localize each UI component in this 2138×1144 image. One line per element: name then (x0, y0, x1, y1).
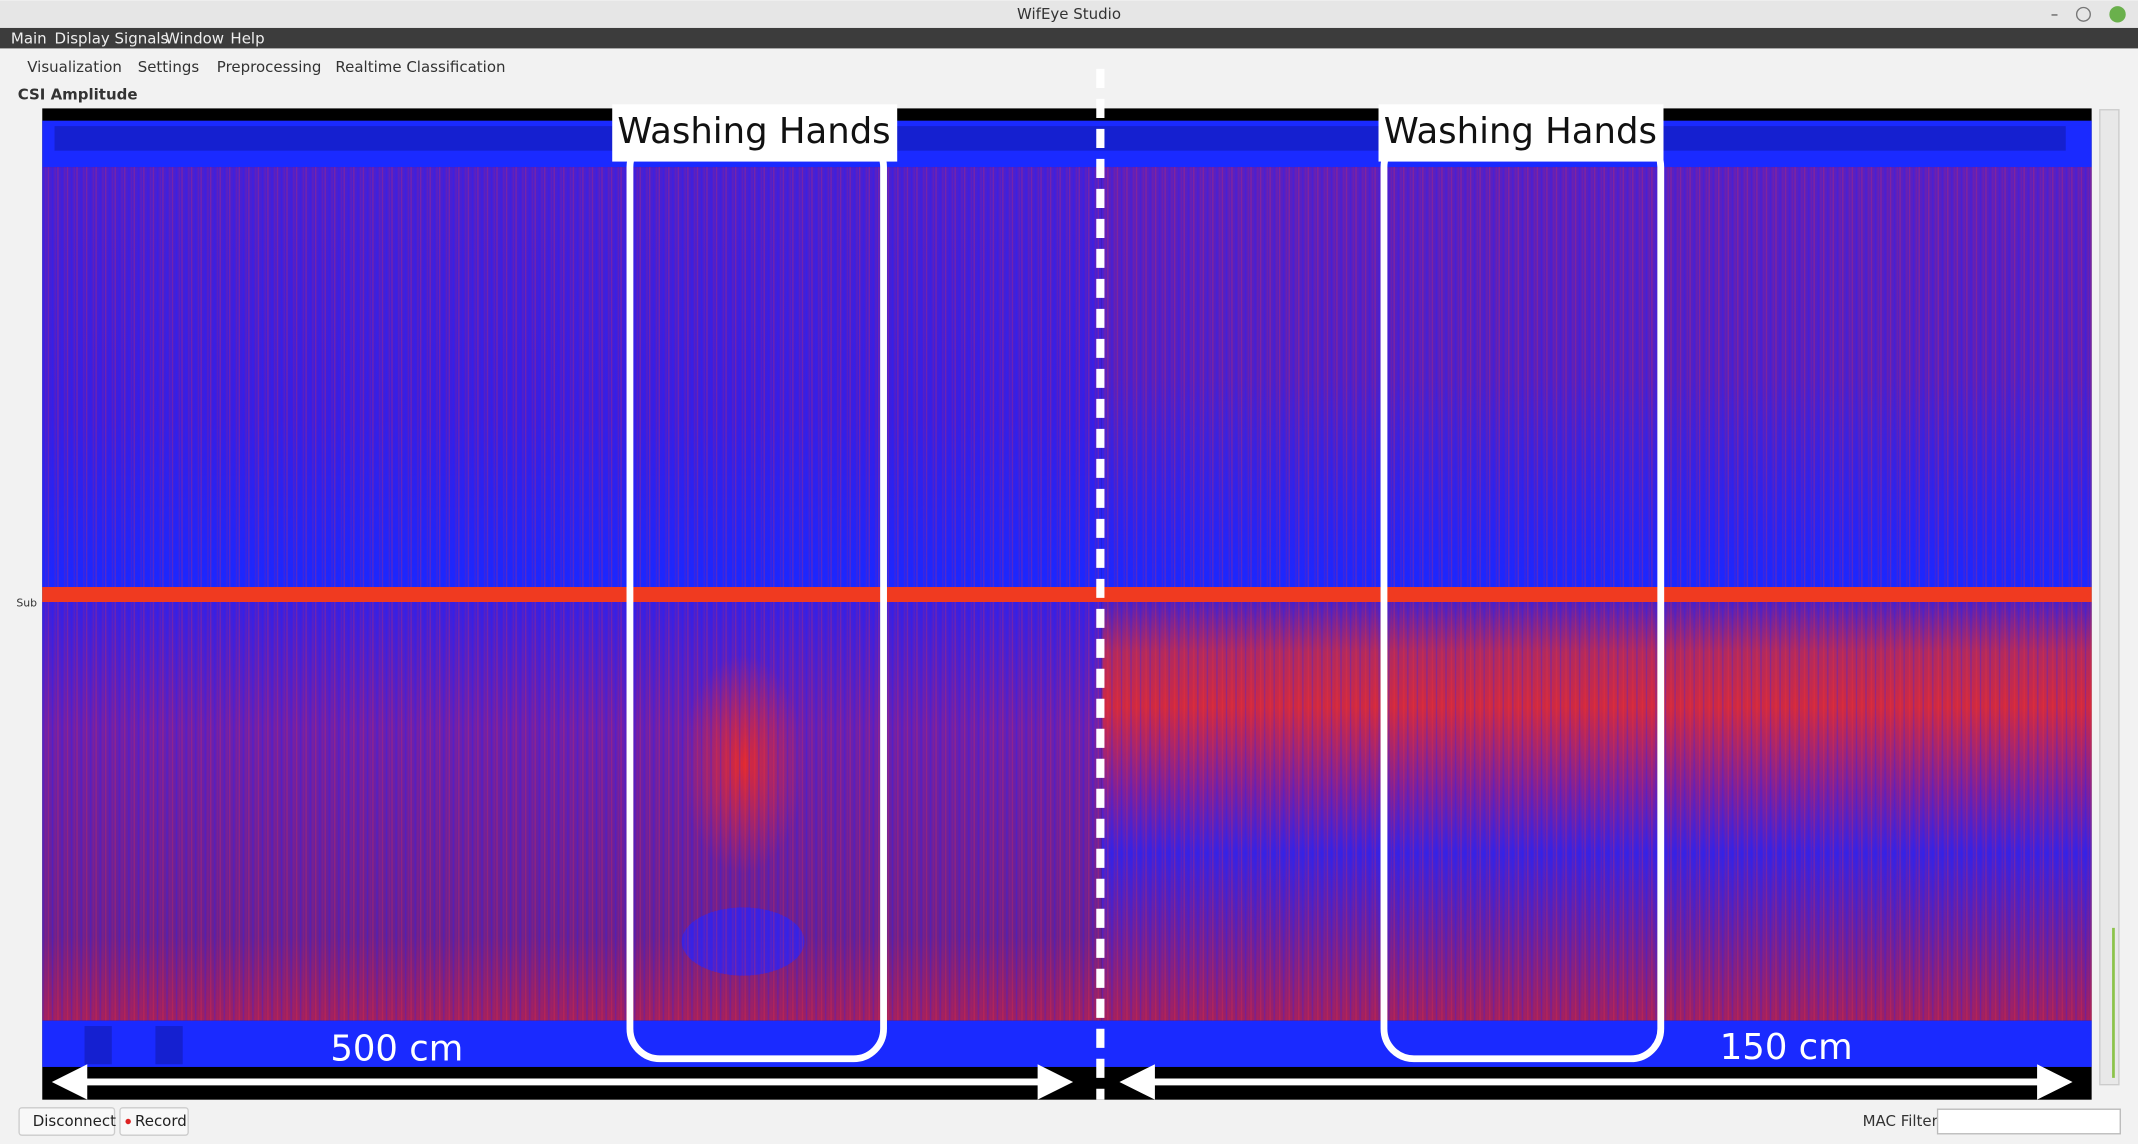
tab[interactable]: Settings (138, 58, 200, 76)
y-axis-label: Sub (16, 596, 37, 609)
tab[interactable]: Realtime Classification (335, 58, 505, 76)
scrollbar-indicator (2112, 927, 2115, 1078)
heatmap (42, 108, 2092, 1100)
close-button[interactable] (2109, 6, 2126, 23)
minimize-button[interactable]: – (2051, 5, 2059, 23)
band (84, 1026, 112, 1065)
window-title: WifEye Studio (1017, 5, 1121, 23)
label-box (1378, 104, 1664, 162)
menu-item[interactable]: Display Signals (55, 29, 169, 47)
mac-filter-input[interactable] (1936, 1108, 2121, 1135)
distance-arrow (1119, 1064, 2073, 1100)
activity-label: Washing Hands (617, 111, 890, 152)
maximize-button[interactable] (2075, 6, 2091, 22)
menu-item[interactable]: Help (230, 29, 264, 47)
button[interactable] (119, 1107, 189, 1136)
menu-bar (0, 27, 2138, 49)
tab[interactable]: Preprocessing (217, 58, 322, 76)
band (54, 126, 2066, 151)
activity-label: Washing Hands (1384, 111, 1657, 152)
menu-item[interactable]: Window (165, 29, 224, 47)
distance-label: 500 cm (330, 1029, 463, 1070)
label-box (612, 104, 898, 162)
button[interactable] (18, 1107, 116, 1136)
button-label[interactable]: Record (135, 1112, 187, 1130)
record-icon (125, 1118, 131, 1125)
band (42, 586, 2092, 602)
scrollbar[interactable] (2099, 109, 2120, 1086)
band (155, 1026, 183, 1065)
menu-item[interactable]: Main (11, 29, 47, 47)
tab[interactable]: Visualization (27, 58, 122, 76)
band (42, 1020, 2092, 1067)
panel-title: CSI Amplitude (18, 85, 138, 103)
distance-label: 150 cm (1720, 1027, 1853, 1068)
mac-filter-label: MAC Filter (1863, 1112, 1939, 1130)
button-label[interactable]: Disconnect (33, 1112, 116, 1130)
distance-arrow (51, 1064, 1074, 1100)
title-bar (0, 0, 2138, 28)
